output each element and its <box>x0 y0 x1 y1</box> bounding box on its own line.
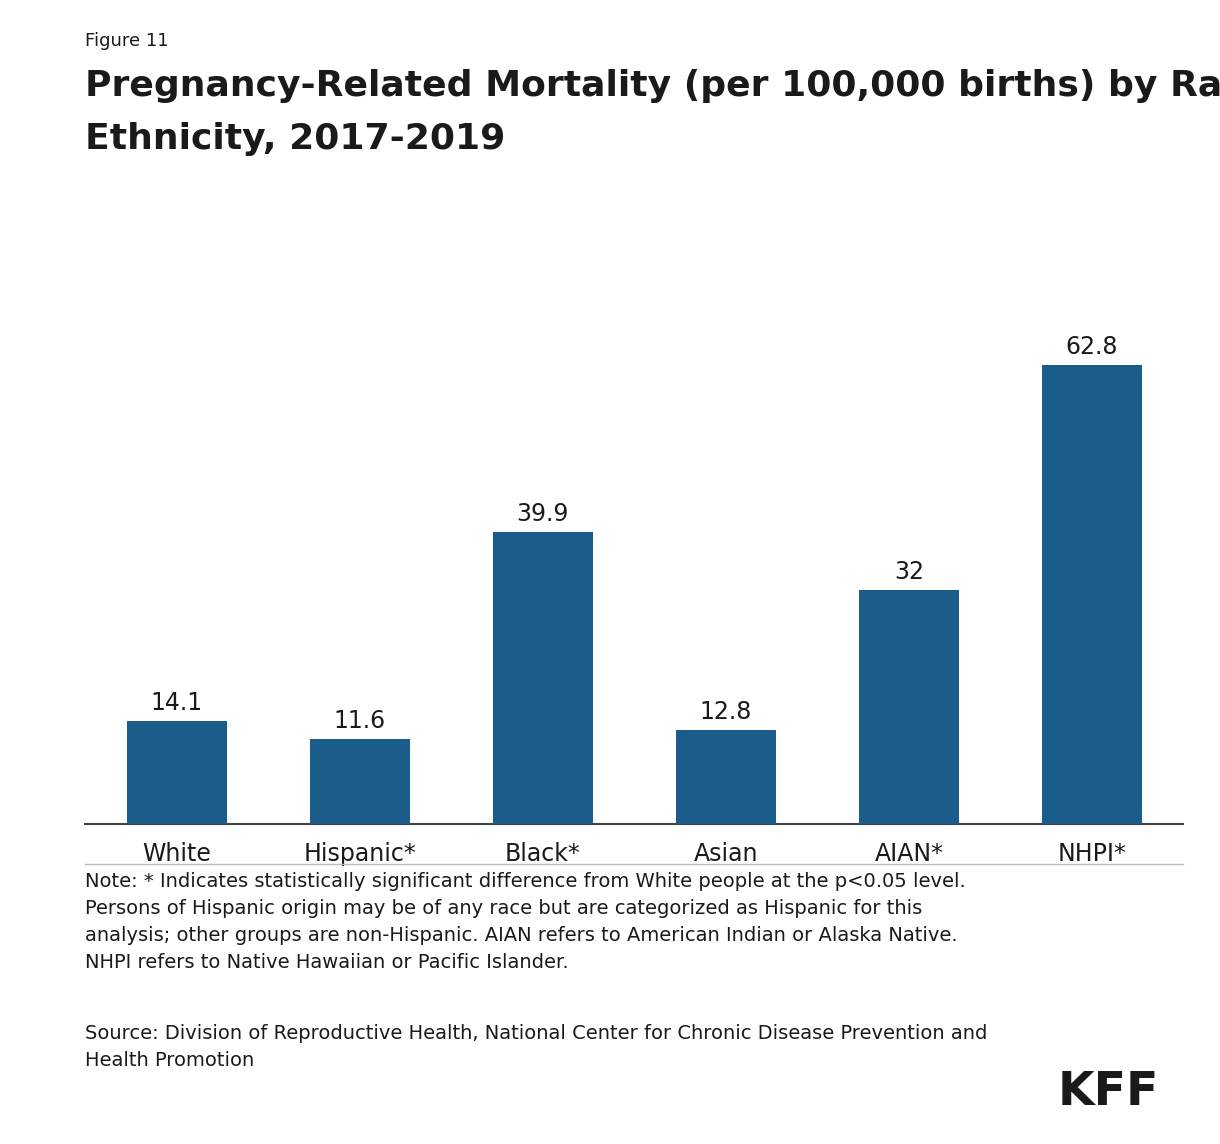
Text: Ethnicity, 2017-2019: Ethnicity, 2017-2019 <box>85 122 506 157</box>
Text: 11.6: 11.6 <box>334 709 386 733</box>
Text: 14.1: 14.1 <box>151 691 203 715</box>
Text: 62.8: 62.8 <box>1065 335 1119 359</box>
Bar <box>310 739 410 824</box>
Text: 32: 32 <box>894 559 924 583</box>
Bar <box>493 532 593 824</box>
Bar <box>676 730 776 824</box>
Text: Pregnancy-Related Mortality (per 100,000 births) by Race and: Pregnancy-Related Mortality (per 100,000… <box>85 69 1220 103</box>
Bar <box>859 590 959 824</box>
Text: Source: Division of Reproductive Health, National Center for Chronic Disease Pre: Source: Division of Reproductive Health,… <box>85 1024 988 1070</box>
Bar <box>1042 365 1142 824</box>
Bar <box>127 721 227 824</box>
Text: KFF: KFF <box>1058 1071 1159 1115</box>
Text: Note: * Indicates statistically significant difference from White people at the : Note: * Indicates statistically signific… <box>85 872 966 972</box>
Text: 39.9: 39.9 <box>517 502 569 526</box>
Text: 12.8: 12.8 <box>700 700 752 724</box>
Text: Figure 11: Figure 11 <box>85 32 170 50</box>
